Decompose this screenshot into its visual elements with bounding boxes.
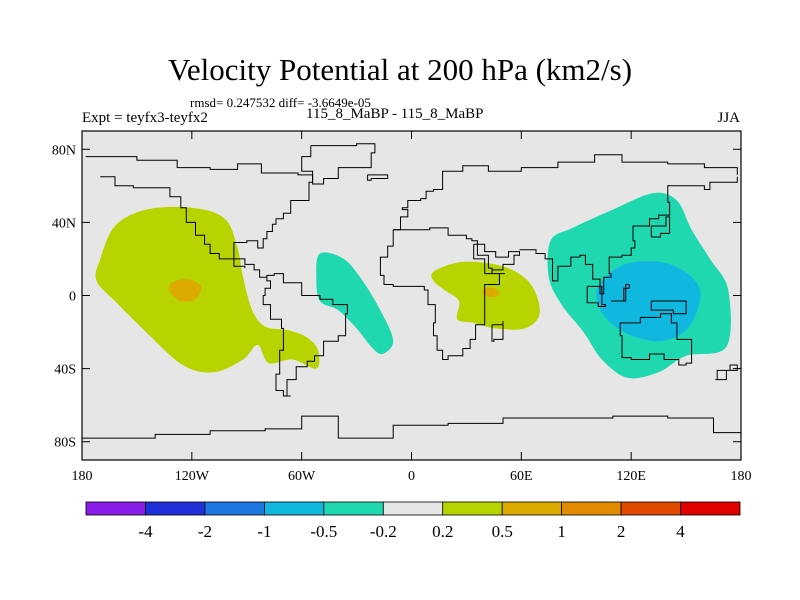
colorbar-swatch-10 — [680, 501, 741, 516]
colorbar-label-6: 0.5 — [492, 522, 513, 541]
positive-anomaly-pacific — [95, 206, 320, 373]
coastline-2 — [301, 143, 376, 185]
chart-title: Velocity Potential at 200 hPa (km2/s) — [167, 52, 633, 87]
colorbar-label-7: 1 — [557, 522, 566, 541]
coastline-14 — [715, 364, 738, 381]
colorbar-label-9: 4 — [676, 522, 685, 541]
x-tick-label-0: 180 — [72, 469, 93, 484]
colorbar-label-5: 0.2 — [432, 522, 453, 541]
coastline-3 — [367, 174, 389, 181]
positive-anomaly-africa — [431, 261, 540, 330]
season-label: JJA — [717, 110, 740, 126]
colorbar-swatch-6 — [442, 501, 503, 516]
colorbar-label-8: 2 — [617, 522, 626, 541]
coastline-7 — [473, 243, 520, 275]
colorbar-swatch-9 — [620, 501, 681, 516]
colorbar-label-4: -0.2 — [370, 522, 397, 541]
coastline-12 — [619, 313, 693, 366]
colorbar-swatch-8 — [561, 501, 622, 516]
y-tick-label-1: 40N — [52, 216, 76, 231]
coastline-13 — [650, 300, 687, 315]
coastline-4 — [393, 154, 738, 231]
positive-anomaly-africa-core — [482, 287, 500, 298]
coastline-1 — [100, 176, 246, 269]
coastline-11 — [650, 216, 671, 238]
negative-anomaly-atlantic — [316, 252, 394, 355]
colorbar-label-3: -0.5 — [310, 522, 337, 541]
x-tick-label-2: 60W — [288, 469, 316, 484]
y-tick-label-2: 0 — [69, 290, 76, 305]
colorbar-label-0: -4 — [138, 522, 153, 541]
colorbar-swatch-4 — [323, 501, 384, 516]
colorbar-swatch-0 — [85, 501, 146, 516]
positive-anomaly-pacific-core — [168, 278, 202, 302]
x-tick-label-3: 0 — [408, 469, 415, 484]
coastline-6 — [491, 321, 504, 342]
experiment-label: Expt = teyfx3-teyfx2 — [82, 110, 208, 126]
colorbar-swatch-1 — [145, 501, 206, 516]
coastlines — [82, 143, 741, 439]
coastline-9 — [586, 285, 606, 307]
colorbar-swatch-3 — [263, 501, 325, 516]
colorbar-label-2: -1 — [257, 522, 271, 541]
colorbar-swatch-2 — [204, 501, 265, 516]
negative-anomaly-asia-core — [596, 261, 701, 342]
coastline-15 — [82, 415, 741, 439]
coastline-8 — [519, 176, 738, 295]
x-tick-label-4: 60E — [510, 469, 533, 484]
y-tick-label-0: 80N — [52, 143, 76, 158]
colorbar: -4 -2 -1 -0.5 -0.2 0.2 0.5 1 2 4 — [85, 501, 741, 541]
colorbar-label-1: -2 — [198, 522, 212, 541]
colorbar-swatch-7 — [501, 501, 563, 516]
anomaly-regions — [95, 192, 731, 379]
coastline-10 — [611, 284, 630, 302]
coastline-0 — [85, 156, 348, 397]
colorbar-swatch-5 — [382, 501, 444, 516]
y-tick-label-3: 40S — [54, 363, 76, 378]
x-tick-label-6: 180 — [731, 469, 752, 484]
y-tick-label-4: 80S — [54, 436, 76, 451]
x-tick-label-5: 120E — [616, 469, 646, 484]
rmsd-diff-stats: rmsd= 0.247532 diff= -3.6649e-05 — [190, 95, 371, 110]
case-label: 115_8_MaBP - 115_8_MaBP — [306, 106, 484, 122]
coastline-5 — [379, 227, 505, 360]
axis-ticks: 180 120W 60W 0 60E 120E 180 80N 40N 0 40S 80S — [52, 131, 752, 484]
x-tick-label-1: 120W — [175, 469, 210, 484]
